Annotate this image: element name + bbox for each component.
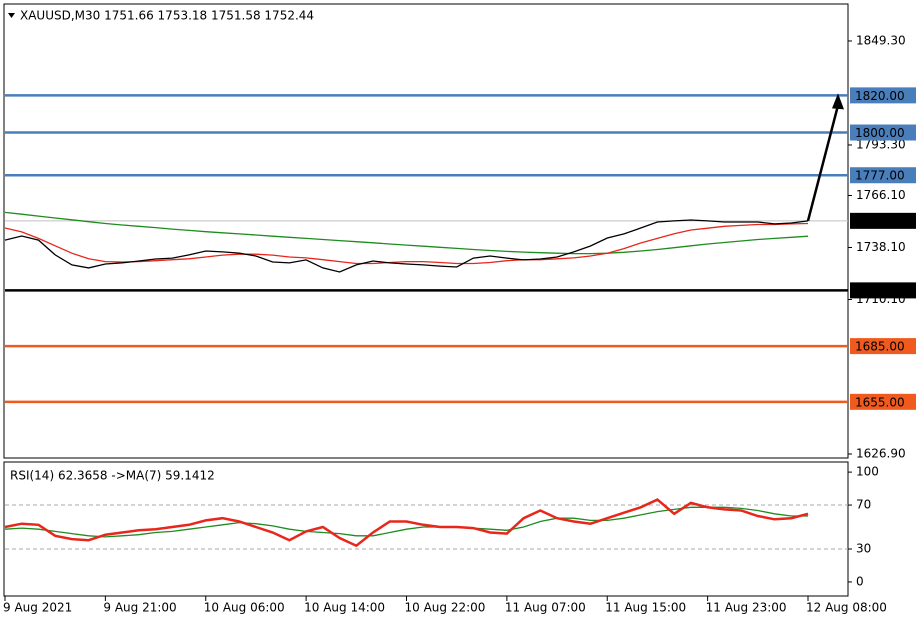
last-price-label: 1752.44 (855, 214, 905, 228)
level-label-box (850, 393, 916, 410)
level-label-box (850, 282, 916, 299)
y-tick-label: 1766.10 (856, 188, 906, 202)
level-label: 1685.00 (855, 340, 905, 354)
forecast-arrow (806, 105, 840, 222)
main-panel (3, 3, 849, 459)
y-tick-label: 1738.10 (856, 240, 906, 254)
level-label: 1655.00 (855, 395, 905, 409)
series-line (4, 498, 809, 548)
x-tick-label: 11 Aug 15:00 (605, 601, 686, 615)
rsi-header: RSI(14) 62.3658 ->MA(7) 59.1412 (10, 469, 215, 483)
level-label-box (850, 167, 916, 184)
x-tick-label: 9 Aug 21:00 (103, 601, 176, 615)
last-price-box (850, 212, 916, 229)
x-tick-label: 10 Aug 22:00 (405, 601, 486, 615)
menu-arrow[interactable] (8, 13, 15, 18)
series-line (4, 219, 809, 273)
y-tick-label: 1793.30 (856, 137, 906, 151)
y-tick-label: 70 (856, 498, 871, 512)
y-tick-label: 30 (856, 541, 871, 555)
y-tick-label: 1626.90 (856, 447, 906, 461)
level-label: 1820.00 (855, 89, 905, 103)
rsi-panel (3, 461, 849, 597)
level-label-box (850, 87, 916, 104)
x-tick-label: 10 Aug 14:00 (304, 601, 385, 615)
series-line (4, 506, 808, 538)
y-tick-label: 0 (856, 574, 864, 588)
level-label: 1715.00 (855, 284, 905, 298)
series-line (4, 211, 809, 255)
y-tick-label: 100 (856, 465, 879, 479)
level-label-box (850, 338, 916, 355)
symbol-header: XAUUSD,M30 1751.66 1753.18 1751.58 1752.… (20, 9, 314, 23)
y-tick-label: 1849.30 (856, 33, 906, 47)
x-tick-label: 10 Aug 06:00 (204, 601, 285, 615)
level-label-box (850, 124, 916, 141)
x-tick-label: 11 Aug 23:00 (706, 601, 787, 615)
level-label: 1777.00 (855, 169, 905, 183)
level-label: 1800.00 (855, 126, 905, 140)
x-tick-label: 11 Aug 07:00 (505, 601, 586, 615)
x-tick-label: 9 Aug 2021 (3, 601, 72, 615)
forecast-arrow-head (832, 93, 844, 110)
x-tick-label: 12 Aug 08:00 (806, 601, 887, 615)
